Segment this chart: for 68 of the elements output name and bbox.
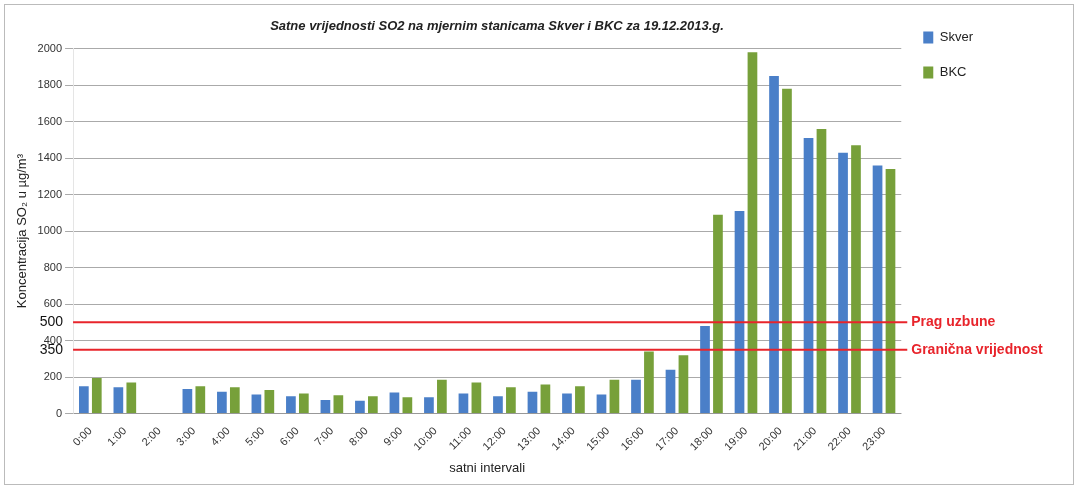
bar <box>229 387 240 414</box>
x-tick-label: 4:00 <box>208 424 232 448</box>
bar <box>540 384 551 414</box>
bar <box>631 379 641 414</box>
bar <box>424 397 434 414</box>
bar <box>437 379 447 414</box>
bar <box>471 382 482 414</box>
bar <box>851 145 861 414</box>
legend-label: BKC <box>939 64 967 80</box>
y-tick-label: 1800 <box>37 78 63 91</box>
bar <box>493 396 503 414</box>
bar <box>195 386 206 414</box>
bar <box>782 88 792 414</box>
text: 500 <box>39 313 64 330</box>
bar <box>885 169 896 414</box>
bar <box>575 386 585 414</box>
bar <box>527 391 538 414</box>
bar <box>251 394 262 414</box>
bar <box>838 152 848 414</box>
bar <box>126 382 137 414</box>
x-tick-label: 6:00 <box>277 424 301 448</box>
bar <box>506 387 516 414</box>
y-tick-label: 1600 <box>37 114 63 127</box>
bar <box>113 387 124 414</box>
x-tick-label: 0:00 <box>70 424 94 448</box>
bar <box>803 138 814 414</box>
legend-label: Skver <box>939 29 974 45</box>
bar <box>747 52 758 414</box>
bar <box>333 395 344 414</box>
y-tick-label: 800 <box>43 260 63 273</box>
bar <box>644 351 654 414</box>
bar <box>816 128 827 414</box>
bar <box>609 379 620 414</box>
bar <box>734 211 745 414</box>
bar <box>286 396 296 414</box>
y-tick-label: 2000 <box>37 41 63 54</box>
y-tick-label: 1400 <box>37 151 63 164</box>
y-axis-title: Koncentracija SO₂ u µg/m³ <box>14 153 30 309</box>
y-tick-label: 1200 <box>37 187 63 200</box>
bar <box>79 386 89 414</box>
bar <box>458 393 469 414</box>
bar <box>355 400 365 414</box>
x-axis-title: satni intervali <box>449 459 526 475</box>
y-tick-label: 1000 <box>37 224 63 237</box>
bar <box>298 393 309 414</box>
ref-line-label: Prag uzbune <box>911 313 996 330</box>
y-tick-label: 200 <box>43 370 63 383</box>
chart-title: Satne vrijednosti SO2 na mjernim stanicama Skver i BKC za 19.12.2013.g. <box>270 18 724 34</box>
bar <box>713 214 723 414</box>
bar <box>872 165 883 414</box>
ref-line-label: Granična vrijednost <box>911 340 1044 357</box>
bar <box>562 393 572 414</box>
bar <box>769 75 779 414</box>
bar <box>320 399 331 414</box>
x-tick-label: 7:00 <box>311 424 336 448</box>
bar <box>665 369 676 414</box>
bar <box>264 389 275 414</box>
bar <box>389 392 400 414</box>
y-tick-label: 600 <box>43 297 63 310</box>
bar <box>182 388 193 414</box>
bar <box>368 396 378 414</box>
bar <box>596 394 607 414</box>
bar <box>217 391 227 414</box>
bar <box>402 397 413 414</box>
bar <box>700 326 710 414</box>
y-tick-label: 0 <box>55 406 63 419</box>
bar <box>91 378 102 414</box>
bar <box>678 355 689 414</box>
